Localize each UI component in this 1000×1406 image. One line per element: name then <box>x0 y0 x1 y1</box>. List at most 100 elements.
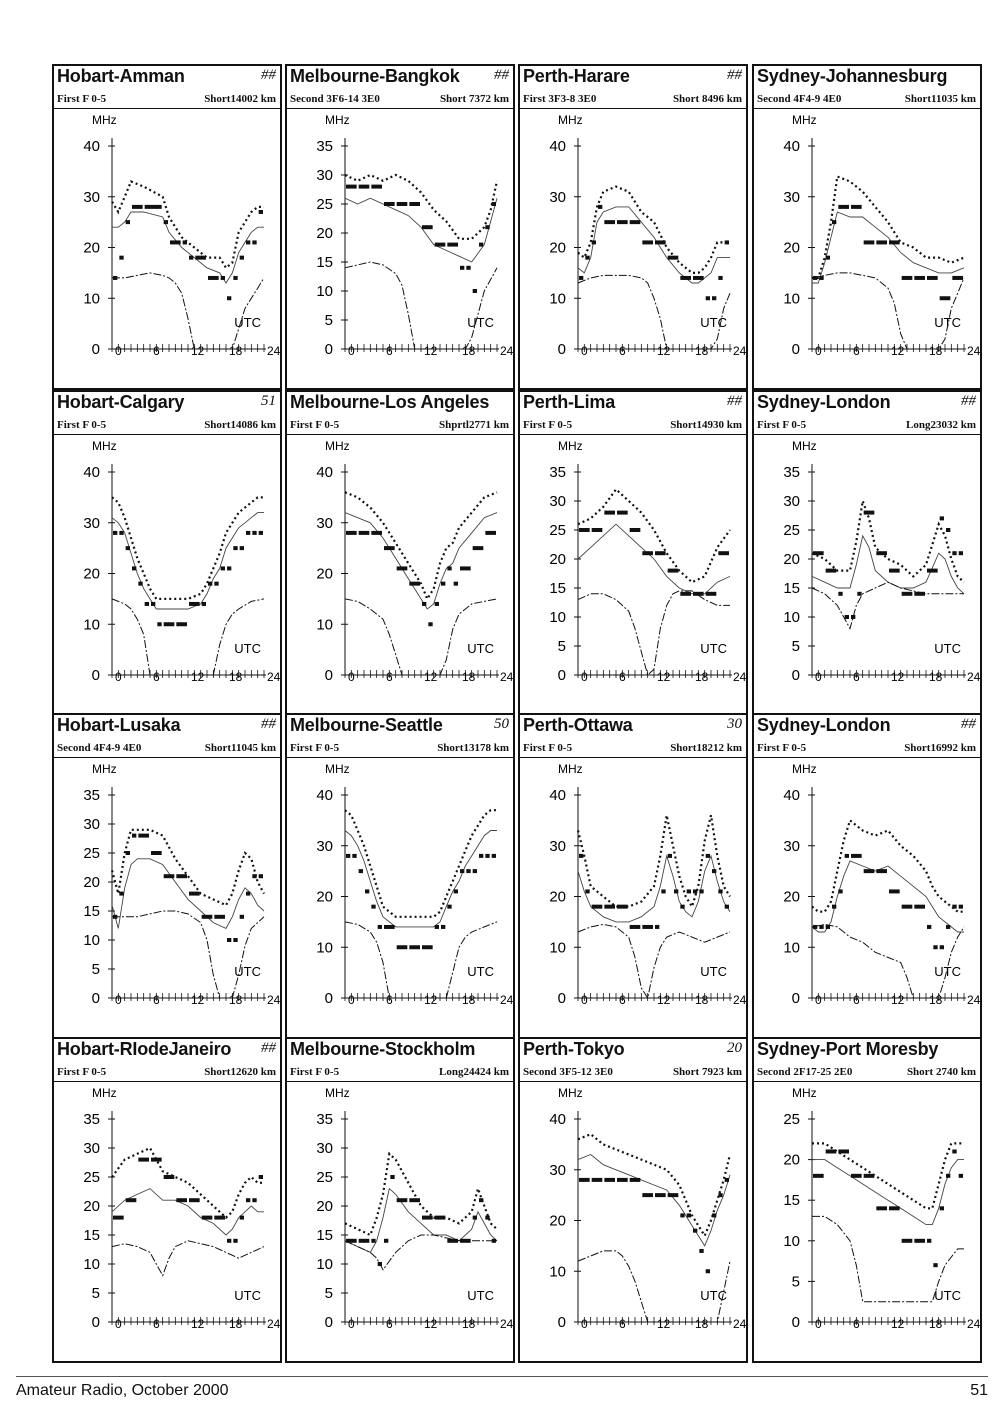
chart-panel: Perth-Harare ## First 3F3-8 3E0 Short 8496 … <box>518 64 748 390</box>
x-tick-label: 24 <box>733 1317 746 1331</box>
chart-plot: MHz 0 10 20 30 40 0 6 12 18 24 UTC <box>83 439 280 684</box>
x-tick-label: 12 <box>657 993 671 1007</box>
header-rule <box>287 757 513 758</box>
series-lower-line <box>577 590 730 676</box>
x-tick-label: 24 <box>733 344 746 358</box>
x-axis-label: UTC <box>467 641 494 656</box>
x-axis-label: UTC <box>700 1288 727 1303</box>
series-thin-line <box>344 1187 498 1253</box>
series-thin-line <box>812 1159 964 1226</box>
y-axis-label: MHz <box>792 439 817 453</box>
y-tick-label: 10 <box>316 1256 333 1273</box>
x-tick-label: 0 <box>348 670 355 684</box>
chart-panel: Hobart-Lusaka ## Second 4F4-9 4E0 Short1104… <box>52 713 282 1039</box>
x-tick-label: 12 <box>191 670 205 684</box>
path-distance: Short14086 km <box>204 419 276 431</box>
header-rule <box>287 108 513 109</box>
chart-title: Perth-Lima <box>523 392 616 412</box>
y-axis-label: MHz <box>92 762 117 776</box>
series-dotted-line <box>111 1146 264 1220</box>
x-tick-label: 18 <box>695 670 709 684</box>
x-tick-label: 24 <box>967 993 980 1007</box>
series-thin-line <box>811 534 965 595</box>
propagation-mode: First F 0-5 <box>290 419 340 431</box>
y-tick-label: 0 <box>92 1314 100 1331</box>
x-tick-label: 0 <box>581 670 588 684</box>
y-tick-label: 0 <box>325 667 333 684</box>
x-tick-label: 6 <box>853 1317 860 1331</box>
x-tick-label: 0 <box>581 1317 588 1331</box>
y-tick-label: 40 <box>783 787 800 804</box>
chart-panel: Sydney-Port Moresby Second 2F17-25 2E0 Sho… <box>752 1037 982 1363</box>
x-tick-label: 18 <box>229 344 243 358</box>
y-tick-label: 0 <box>792 990 800 1007</box>
x-tick-label: 0 <box>815 1317 822 1331</box>
x-tick-label: 18 <box>229 993 243 1007</box>
chart-panel: Melbourne-Bangkok ## Second 3F6-14 3E0 Shor… <box>285 64 515 390</box>
y-tick-label: 20 <box>83 874 100 891</box>
series-lower-line <box>811 272 965 350</box>
x-tick-label: 24 <box>267 344 280 358</box>
series-thin-line <box>111 1188 264 1236</box>
y-tick-label: 5 <box>325 312 333 329</box>
x-tick-label: 12 <box>424 344 438 358</box>
series-thin-line <box>344 512 498 610</box>
propagation-mode: First F 0-5 <box>523 742 573 754</box>
chart-plot: MHz 0 10 20 30 40 0 6 12 18 24 UTC <box>549 762 746 1007</box>
header-rule <box>54 1081 280 1082</box>
path-distance: Short 7923 km <box>672 1066 742 1078</box>
y-tick-label: 10 <box>83 616 100 633</box>
series-thin-line <box>112 211 264 284</box>
propagation-mode: Second 4F4-9 4E0 <box>757 93 842 105</box>
path-distance: Long24424 km <box>439 1066 509 1078</box>
chart-panel: Sydney-London ## First F 0-5 Long23032 km MH… <box>752 390 982 716</box>
y-tick-label: 35 <box>83 1111 100 1128</box>
x-tick-label: 6 <box>619 344 626 358</box>
path-distance: Long23032 km <box>906 419 976 431</box>
x-tick-label: 12 <box>191 993 205 1007</box>
x-tick-label: 24 <box>267 670 280 684</box>
x-axis-label: UTC <box>467 964 494 979</box>
series-thin-line <box>111 858 265 929</box>
x-tick-label: 0 <box>115 344 122 358</box>
path-distance: Short 8496 km <box>672 93 742 105</box>
chart-flag: ## <box>494 67 509 83</box>
y-tick-label: 30 <box>83 189 100 206</box>
series-lower-line <box>112 910 265 999</box>
chart-plot: MHz 0 10 20 30 40 0 6 12 18 24 UTC <box>549 1086 746 1331</box>
propagation-mode: First F 0-5 <box>757 419 807 431</box>
y-tick-label: 0 <box>792 667 800 684</box>
y-tick-label: 10 <box>783 290 800 307</box>
x-tick-label: 12 <box>657 670 671 684</box>
x-tick-label: 6 <box>153 1317 160 1331</box>
y-axis-label: MHz <box>325 439 350 453</box>
chart-panel: Melbourne-Seattle 50 First F 0-5 Short13178… <box>285 713 515 1039</box>
series-dotted-line <box>344 1151 498 1237</box>
chart-plot: MHz 0 10 20 30 40 0 6 12 18 24 UTC <box>83 113 280 358</box>
x-tick-label: 12 <box>891 1317 905 1331</box>
path-distance: Short 2740 km <box>906 1066 976 1078</box>
chart-title: Hobart-Calgary <box>57 392 185 412</box>
y-tick-label: 30 <box>549 189 566 206</box>
x-tick-label: 6 <box>153 993 160 1007</box>
x-tick-label: 24 <box>733 670 746 684</box>
series-dotted-line <box>110 828 265 907</box>
x-axis-label: UTC <box>934 315 961 330</box>
x-tick-label: 0 <box>815 670 822 684</box>
y-tick-label: 40 <box>783 138 800 155</box>
x-tick-label: 12 <box>191 1317 205 1331</box>
x-tick-label: 24 <box>500 993 513 1007</box>
header-rule <box>520 434 746 435</box>
chart-flag: ## <box>961 393 976 409</box>
y-tick-label: 20 <box>83 240 100 257</box>
x-tick-label: 6 <box>386 670 393 684</box>
x-tick-label: 18 <box>929 993 943 1007</box>
y-tick-label: 40 <box>549 787 566 804</box>
x-tick-label: 6 <box>386 344 393 358</box>
chart-title: Hobart-RIodeJaneiro <box>57 1039 232 1059</box>
x-axis-label: UTC <box>700 964 727 979</box>
x-tick-label: 6 <box>153 344 160 358</box>
series-dotted-line <box>344 809 497 918</box>
y-tick-label: 35 <box>316 138 333 155</box>
y-axis-label: MHz <box>325 762 350 776</box>
